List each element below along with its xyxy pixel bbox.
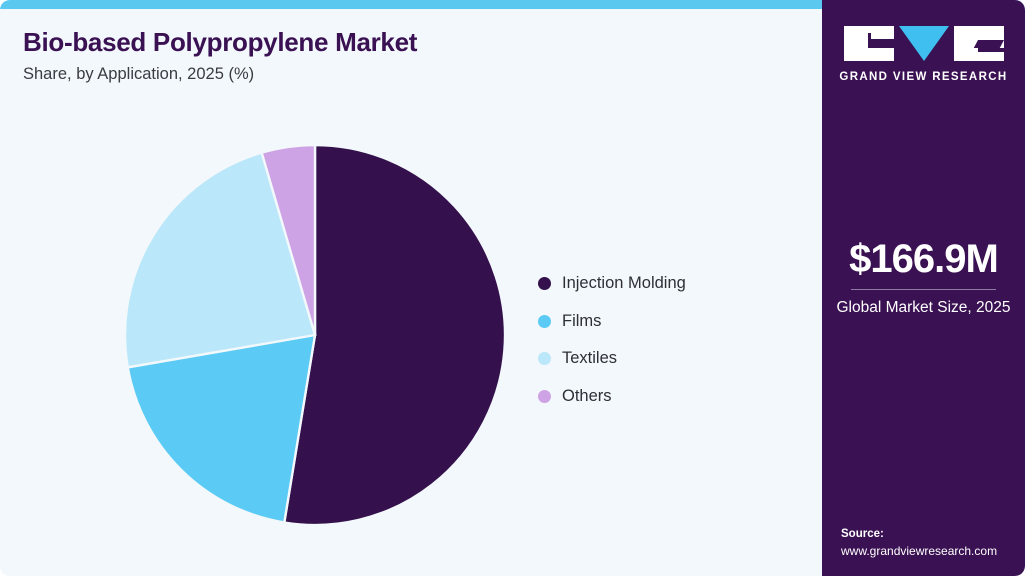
legend-item-films[interactable]: Films [538,312,686,331]
chart-panel: Bio-based Polypropylene Market Share, by… [0,9,822,576]
pie-slice[interactable] [124,151,317,369]
page-subtitle: Share, by Application, 2025 (%) [23,64,255,83]
gvr-logo-marks [822,25,1025,62]
page-title: Bio-based Polypropylene Market [23,27,418,57]
chart-header: Bio-based Polypropylene Market Share, by… [23,27,783,85]
legend-swatch-icon [538,352,551,365]
legend-label: Injection Molding [562,274,686,292]
source-label: Source: [841,527,884,540]
legend-label: Textiles [562,349,618,367]
gvr-g-block-icon [843,26,894,61]
legend-swatch-icon [538,314,551,328]
pie-slice[interactable] [126,333,317,524]
legend-item-textiles[interactable]: Textiles [538,349,686,368]
source-url[interactable]: www.grandviewresearch.com [841,543,998,558]
pie-slice[interactable] [282,144,506,526]
gvr-wordmark: GRAND VIEW RESEARCH [839,71,1008,83]
legend-item-injection-molding[interactable]: Injection Molding [538,274,686,293]
stat-caption: Global Market Size, 2025 [836,299,1011,316]
gvr-r-block-icon [953,26,1004,61]
pie-chart [124,144,506,526]
pie-slice[interactable] [260,144,317,336]
legend-swatch-icon [538,389,551,403]
top-accent-bar [0,0,1025,9]
gvr-g-notch-icon [867,33,894,48]
gvr-v-triangle-icon [898,26,949,61]
legend-swatch-icon [538,277,551,290]
pie-slice-group [124,144,506,526]
legend-item-others[interactable]: Others [538,387,686,406]
legend-label: Others [562,386,612,405]
stat-value: $166.9M [849,237,999,281]
chart-legend: Injection Molding Films Textiles Others [538,274,686,406]
gvr-logo: GRAND VIEW RESEARCH [822,25,1025,83]
market-size-stat: $166.9M Global Market Size, 2025 [822,238,1025,319]
stat-divider [851,289,996,290]
brand-sidebar: GRAND VIEW RESEARCH $166.9M Global Marke… [822,0,1025,576]
legend-label: Films [562,311,602,330]
source-block: Source: www.grandviewresearch.com [841,526,1025,560]
pie-chart-svg [124,144,506,526]
gvr-r-notch-icon [973,40,1004,48]
gvr-r-bar-icon [977,48,1004,52]
